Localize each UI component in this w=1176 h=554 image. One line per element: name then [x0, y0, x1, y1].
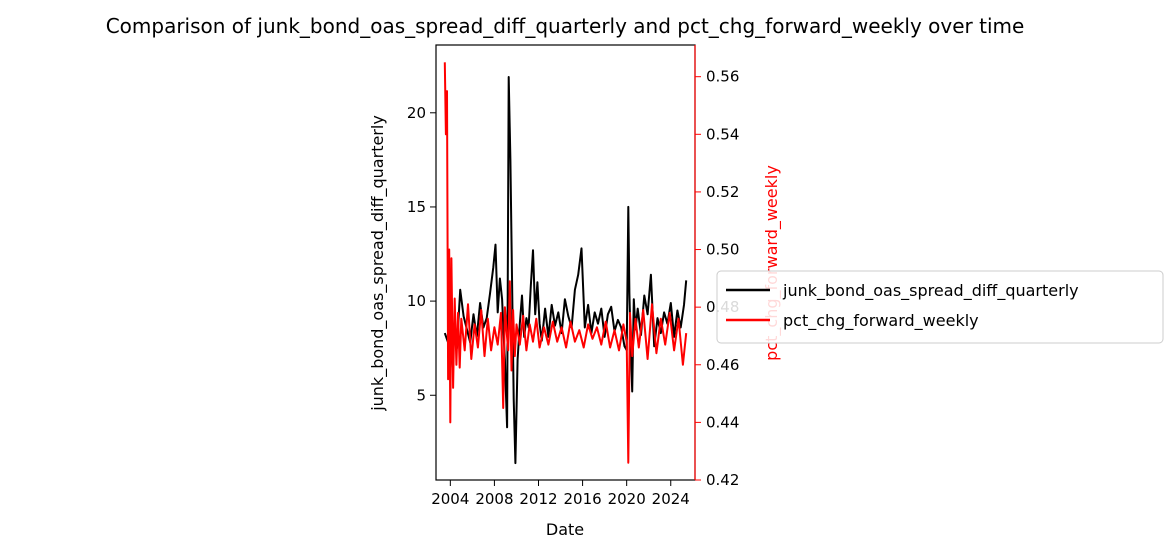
- y-tick-label: 15: [407, 198, 426, 216]
- chart-title: Comparison of junk_bond_oas_spread_diff_…: [106, 14, 1025, 38]
- legend-box: [716, 270, 1164, 344]
- x-tick-label: 2024: [652, 490, 690, 508]
- y2-tick-label: 0.54: [706, 125, 739, 143]
- x-tick-label: 2004: [431, 490, 469, 508]
- y-axis-left: 5 10 15 20: [407, 104, 436, 404]
- y2-tick-label: 0.52: [706, 183, 739, 201]
- legend-label: pct_chg_forward_weekly: [783, 311, 979, 331]
- x-tick-label: 2016: [563, 490, 601, 508]
- x-tick-label: 2012: [519, 490, 557, 508]
- y-tick-label: 10: [407, 292, 426, 310]
- y-tick-label: 20: [407, 104, 426, 122]
- y2-tick-label: 0.50: [706, 241, 739, 259]
- x-tick-label: 2020: [608, 490, 646, 508]
- plot-frame: [435, 44, 696, 481]
- legend-label: junk_bond_oas_spread_diff_quarterly: [782, 281, 1079, 301]
- y-tick-label: 5: [416, 386, 426, 404]
- y2-tick-label: 0.42: [706, 471, 739, 489]
- x-tick-label: 2008: [475, 490, 513, 508]
- x-axis-label: Date: [546, 520, 584, 539]
- y-axis-left-label: junk_bond_oas_spread_diff_quarterly: [368, 115, 388, 412]
- y2-tick-label: 0.56: [706, 68, 739, 86]
- y2-tick-label: 0.46: [706, 356, 739, 374]
- series-layer: [443, 62, 688, 465]
- x-axis: 2004 2008 2012 2016 2020 2024: [431, 480, 690, 508]
- plot-area: [435, 44, 696, 481]
- legend: junk_bond_oas_spread_diff_quarterly pct_c…: [716, 270, 1164, 344]
- y2-tick-label: 0.44: [706, 413, 739, 431]
- series-line-junk-bond-oas-spread: [443, 76, 688, 465]
- series-line-pct-chg-forward-weekly: [443, 62, 688, 464]
